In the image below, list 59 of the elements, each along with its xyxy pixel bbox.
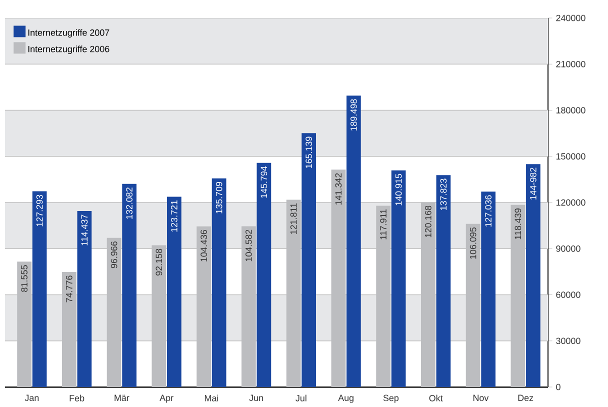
data-label: 74.776 [66, 276, 72, 302]
legend-label: Internetzugriffe 2006 [28, 46, 110, 54]
bar [122, 184, 136, 387]
x-tick-label: Jul [296, 394, 306, 402]
y-tick-label: 150000 [556, 153, 586, 160]
data-label: 127.036 [485, 195, 492, 227]
data-label: 141.342 [335, 173, 342, 205]
data-label: 137.823 [440, 178, 447, 210]
x-tick-label: Okt [429, 394, 443, 402]
data-label: 135.709 [216, 182, 222, 214]
x-tick-label: Mär [114, 394, 130, 402]
bar [77, 211, 92, 387]
y-tick-label: 30000 [556, 338, 580, 344]
data-label: 117.911 [380, 209, 386, 240]
x-tick-label: Apr [160, 394, 174, 403]
bar [481, 192, 496, 387]
x-tick-label: Aug [338, 394, 354, 403]
data-label: 118.439 [514, 208, 522, 240]
y-tick-label: 180000 [556, 107, 586, 114]
data-label: 104.582 [246, 230, 252, 262]
bar [436, 175, 451, 387]
data-label: 81.555 [21, 265, 28, 292]
x-tick-label: Dez [518, 394, 534, 402]
data-label: 145.794 [260, 166, 268, 198]
x-tick-label: Sep [383, 394, 399, 403]
data-label: 127.293 [36, 194, 43, 226]
y-tick-label: 0 [556, 384, 560, 390]
data-label: 120.168 [425, 206, 432, 238]
y-tick-label: 90000 [556, 245, 580, 252]
data-label: 96.966 [110, 242, 118, 268]
x-tick-label: Mai [204, 394, 218, 402]
y-tick-label: 210000 [556, 60, 586, 68]
y-tick-label: 240000 [556, 14, 586, 22]
data-label: 123.721 [171, 200, 178, 232]
bar [526, 164, 540, 387]
bar [346, 96, 361, 387]
bar [391, 170, 406, 387]
data-label: 189.498 [350, 99, 357, 131]
x-tick-label: Feb [70, 394, 84, 402]
data-label: 165.139 [306, 136, 312, 168]
data-label: 132.082 [126, 188, 132, 219]
data-label: 121.811 [290, 203, 297, 234]
x-tick-label: Nov [473, 394, 489, 402]
data-label: 104.436 [200, 230, 207, 262]
data-label: 140.915 [395, 174, 402, 206]
legend-label: Internetzugriffe 2007 [28, 29, 110, 38]
bar [256, 162, 272, 387]
x-tick-label: Jun [249, 394, 263, 402]
data-label: 92.158 [156, 248, 162, 276]
bar [302, 133, 316, 387]
bar [167, 196, 182, 387]
bar [32, 191, 47, 387]
y-tick-label: 60000 [556, 292, 580, 298]
y-tick-label: 120000 [556, 199, 586, 206]
data-label: 106.095 [470, 227, 476, 259]
data-label: 114.437 [81, 214, 88, 246]
data-label: 144-982 [530, 168, 536, 200]
x-tick-label: Jan [24, 394, 39, 402]
bar [212, 178, 226, 387]
